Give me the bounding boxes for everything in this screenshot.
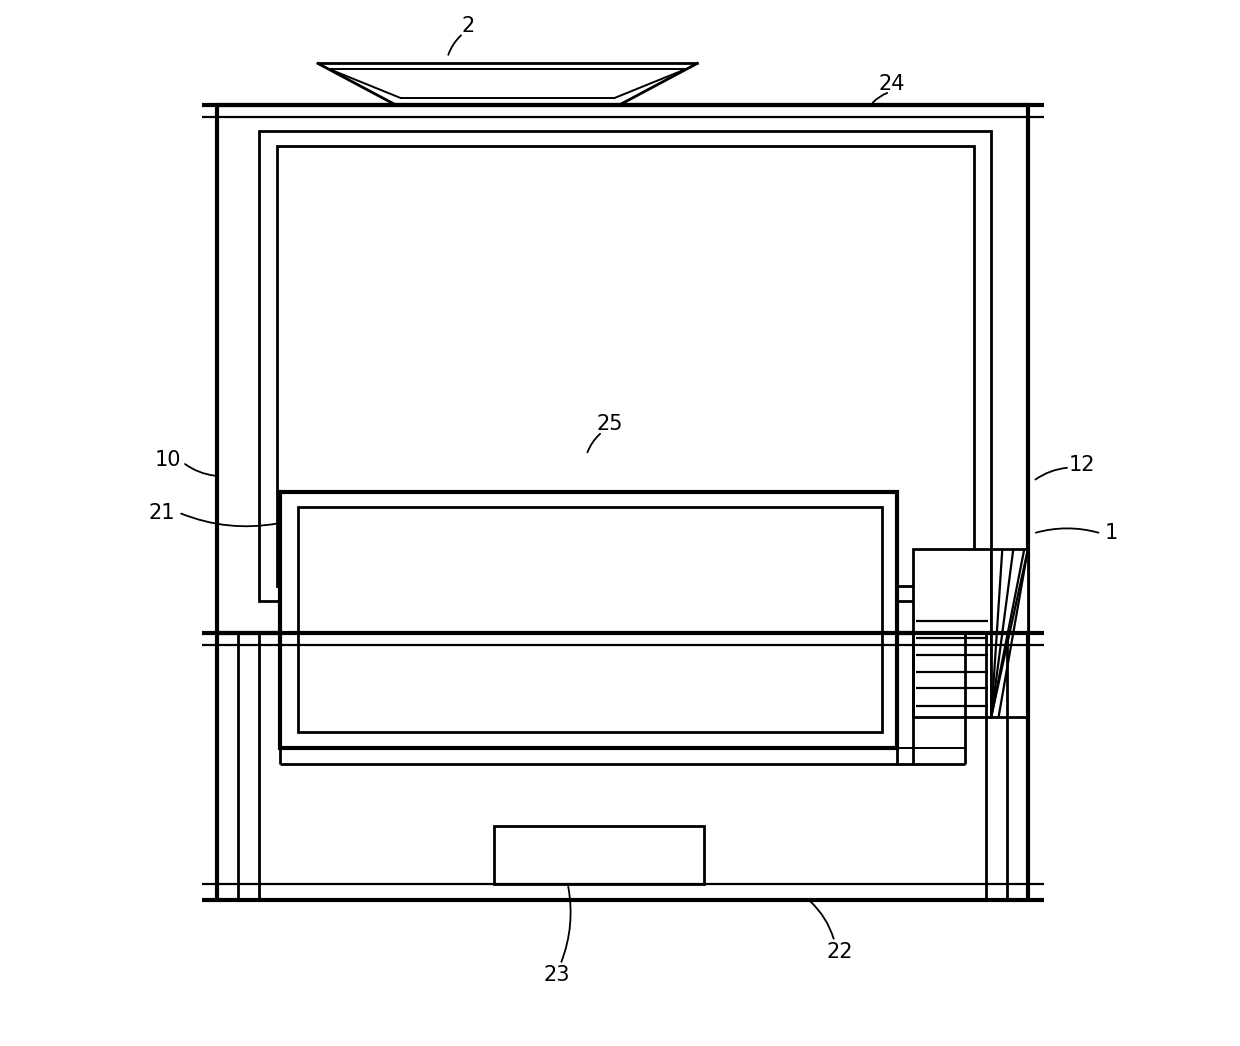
Text: 22: 22 xyxy=(826,941,853,962)
Text: 24: 24 xyxy=(879,73,905,94)
Bar xyxy=(217,105,1028,633)
Bar xyxy=(495,826,703,884)
Bar xyxy=(280,492,898,748)
Bar xyxy=(259,131,991,601)
Text: 12: 12 xyxy=(1069,455,1096,476)
Text: 1: 1 xyxy=(1105,523,1118,544)
Bar xyxy=(277,146,973,586)
Text: 25: 25 xyxy=(596,413,622,434)
Bar xyxy=(913,549,991,717)
Text: 23: 23 xyxy=(544,964,570,985)
Text: 10: 10 xyxy=(155,450,181,471)
Text: 2: 2 xyxy=(461,16,475,37)
Text: 21: 21 xyxy=(149,502,175,523)
Bar xyxy=(298,507,882,732)
Bar xyxy=(991,549,1028,717)
